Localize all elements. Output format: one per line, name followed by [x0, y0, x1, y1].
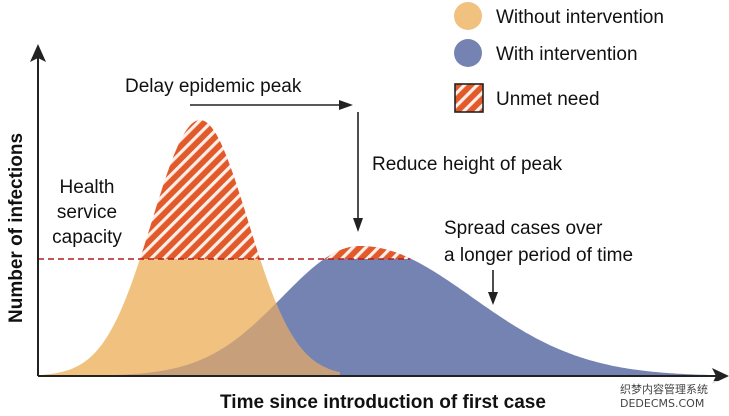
capacity-label-line2: service [57, 202, 117, 223]
x-axis-title: Time since introduction of first case [220, 392, 546, 413]
unmet-need-without-intervention [139, 120, 261, 259]
y-axis-arrowhead [30, 44, 46, 62]
unmet-need-with-intervention [324, 246, 412, 259]
spread-cases-label-line1: Spread cases over [444, 218, 603, 239]
legend-label-with-intervention: With intervention [496, 44, 638, 65]
capacity-label-line1: Health [60, 177, 115, 198]
reduce-peak-label: Reduce height of peak [372, 154, 563, 175]
delay-peak-label: Delay epidemic peak [125, 76, 302, 97]
spread-cases-arrowhead [488, 292, 498, 305]
legend-swatch-unmet-need [454, 83, 484, 113]
legend-label-without-intervention: Without intervention [496, 7, 664, 28]
with-intervention-curve [38, 246, 718, 376]
capacity-label-line3: capacity [52, 227, 122, 248]
axes [37, 52, 722, 377]
delay-peak-arrowhead [339, 100, 353, 110]
y-axis-title: Number of infections [6, 133, 27, 323]
watermark-box [618, 381, 726, 411]
x-axis-arrowhead [712, 368, 729, 384]
legend: Without intervention With intervention U… [454, 2, 664, 113]
watermark-line2: DEDECMS.COM [620, 397, 704, 410]
legend-label-unmet-need: Unmet need [496, 89, 600, 110]
spread-cases-label-line2: a longer period of time [444, 245, 633, 266]
legend-swatch-without-intervention [454, 2, 482, 30]
legend-swatch-with-intervention [454, 39, 482, 67]
watermark-line1: 织梦内容管理系统 [620, 382, 708, 396]
reduce-peak-arrowhead [353, 218, 363, 232]
